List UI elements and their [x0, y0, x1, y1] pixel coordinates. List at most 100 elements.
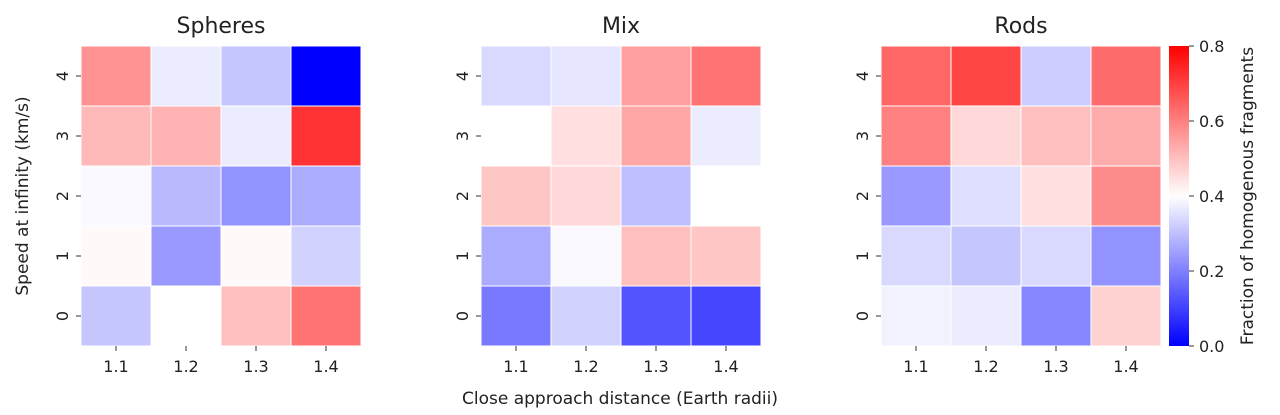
heatmap-cell	[80, 105, 152, 167]
y-tick-label: 3	[53, 131, 72, 141]
heatmap-cell	[290, 105, 362, 167]
heatmap-cell	[1020, 45, 1092, 107]
colorbar-tick-label: 0.2	[1199, 262, 1224, 281]
heatmap-cell	[220, 165, 292, 227]
colorbar-tick-label: 0.8	[1199, 37, 1224, 56]
heatmap-cell	[80, 165, 152, 227]
heatmap-cell	[290, 45, 362, 107]
colorbar-tick-label: 0.4	[1199, 187, 1224, 206]
heatmap-cell	[880, 45, 952, 107]
heatmap-cell	[480, 105, 552, 167]
y-tick-label: 3	[453, 131, 472, 141]
x-tick-label: 1.2	[973, 357, 998, 376]
heatmap-cell	[620, 105, 692, 167]
colorbar: 0.0 0.2 0.4 0.6 0.8	[1169, 37, 1224, 356]
heatmap-cell	[880, 285, 952, 347]
y-tick-label: 4	[453, 71, 472, 81]
heatmap-cell	[480, 165, 552, 227]
heatmap-cell	[150, 165, 222, 227]
heatmap-cell	[1090, 225, 1162, 287]
heatmap-cell	[550, 45, 622, 107]
colorbar-tick-label: 0.6	[1199, 112, 1224, 131]
heatmap-cell	[220, 285, 292, 347]
heatmap-cell	[620, 225, 692, 287]
heatmap-cell	[690, 105, 762, 167]
heatmap-cell	[690, 165, 762, 227]
x-axis-label: Close approach distance (Earth radii)	[462, 389, 778, 409]
y-tick-label: 1	[453, 251, 472, 261]
panel-rods: Rods 1.1 1.2 1.3 1.4 4 3 2 1 0	[853, 14, 1162, 376]
heatmap-cell	[220, 45, 292, 107]
heatmap-cell	[290, 165, 362, 227]
heatmap-cell	[480, 225, 552, 287]
heatmap-cell	[1020, 105, 1092, 167]
heatmap-cell	[290, 225, 362, 287]
y-tick-label: 4	[853, 71, 872, 81]
panel-title: Rods	[994, 14, 1047, 39]
heatmap-cell	[550, 285, 622, 347]
heatmap-cell	[950, 165, 1022, 227]
heatmap-cell	[480, 285, 552, 347]
heatmap-cell	[550, 225, 622, 287]
x-tick-label: 1.2	[173, 357, 198, 376]
heatmap-cell	[220, 105, 292, 167]
colorbar-gradient	[1169, 46, 1189, 346]
heatmap-cell	[620, 165, 692, 227]
y-tick-label: 0	[853, 311, 872, 321]
heatmap-panels: Spheres 1.1 1.2 1.3 1.4 4 3 2 1 0 Mix 1.1 1.2 1.3 1.4 4…	[53, 14, 1162, 376]
panel-title: Mix	[602, 14, 640, 39]
heatmap-cell	[950, 105, 1022, 167]
heatmap-cell	[80, 225, 152, 287]
y-tick-label: 4	[53, 71, 72, 81]
heatmap-cell	[690, 285, 762, 347]
heatmap-cell	[150, 225, 222, 287]
heatmap-cell	[620, 285, 692, 347]
heatmap-cell	[1020, 285, 1092, 347]
heatmap-cell	[690, 225, 762, 287]
heatmap-cell	[1090, 105, 1162, 167]
x-tick-label: 1.1	[903, 357, 928, 376]
heatmap-cell	[80, 285, 152, 347]
heatmap-cell	[550, 105, 622, 167]
x-tick-label: 1.2	[573, 357, 598, 376]
y-tick-label: 2	[53, 191, 72, 201]
x-tick-label: 1.4	[713, 357, 738, 376]
y-tick-label: 2	[453, 191, 472, 201]
heatmap-cell	[1090, 45, 1162, 107]
y-tick-label: 3	[853, 131, 872, 141]
x-tick-label: 1.4	[313, 357, 338, 376]
x-tick-label: 1.4	[1113, 357, 1138, 376]
heatmap-cell	[220, 225, 292, 287]
x-tick-label: 1.1	[103, 357, 128, 376]
heatmap-cell	[550, 165, 622, 227]
heatmap-cell	[1090, 165, 1162, 227]
heatmap-cell	[480, 45, 552, 107]
heatmap-cell	[690, 45, 762, 107]
heatmap-cell	[150, 105, 222, 167]
y-tick-label: 0	[53, 311, 72, 321]
heatmap-cell	[1090, 285, 1162, 347]
y-tick-label: 2	[853, 191, 872, 201]
heatmap-cell	[150, 285, 222, 347]
y-tick-label: 1	[853, 251, 872, 261]
heatmap-cell	[1020, 225, 1092, 287]
heatmap-cell	[290, 285, 362, 347]
y-tick-label: 1	[53, 251, 72, 261]
heatmap-cell	[950, 225, 1022, 287]
heatmap-cell	[880, 165, 952, 227]
heatmap-cell	[950, 285, 1022, 347]
x-tick-label: 1.3	[1043, 357, 1068, 376]
x-tick-label: 1.3	[643, 357, 668, 376]
x-tick-label: 1.1	[503, 357, 528, 376]
heatmap-cell	[620, 45, 692, 107]
colorbar-tick-label: 0.0	[1199, 337, 1224, 356]
heatmap-cell	[880, 225, 952, 287]
heatmap-cell	[1020, 165, 1092, 227]
y-tick-label: 0	[453, 311, 472, 321]
heatmap-cell	[880, 105, 952, 167]
x-tick-label: 1.3	[243, 357, 268, 376]
heatmap-cell	[150, 45, 222, 107]
heatmap-cell	[80, 45, 152, 107]
heatmap-cell	[950, 45, 1022, 107]
